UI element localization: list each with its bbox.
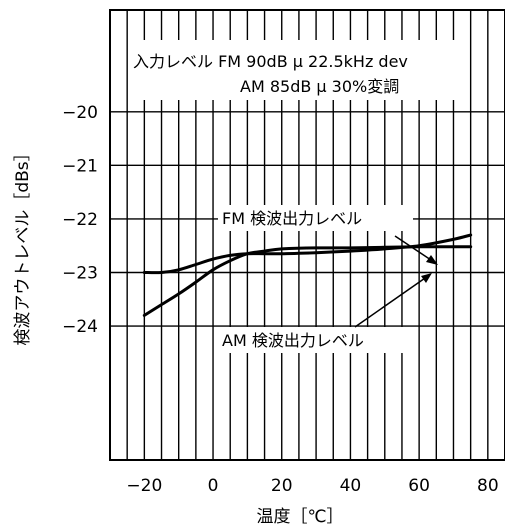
plot-frame [109,9,505,461]
y-axis-label: 検波アウトレベル［dBs］ [13,144,33,345]
am-leader-line [354,275,429,328]
x-tick-label: 0 [208,476,219,496]
series-group [142,233,473,317]
x-tick-label: 80 [477,476,499,496]
tick-labels: −20 −21 −22 −23 −24 −20 0 20 40 60 80 [62,103,499,496]
annotation-line-2: AM 85dB μ 30%変調 [240,77,399,96]
x-tick-label: 40 [340,476,362,496]
y-tick-label: −23 [62,264,98,284]
fm-leader-arrowhead [426,255,438,265]
fm-series-label: FM 検波出力レベル [222,209,362,228]
y-tick-label: −24 [62,317,98,337]
fm-leader-line [394,235,435,263]
fm-label-background [218,205,413,231]
y-tick-label: −21 [62,156,98,176]
fm-series-label-group: FM 検波出力レベル [218,205,438,265]
annotation-background [130,40,460,100]
am-series-line [142,245,473,317]
x-tick-label: 20 [271,476,293,496]
am-label-background [218,327,410,353]
y-tick-label: −22 [62,210,98,230]
annotation-line-1: 入力レベル FM 90dB μ 22.5kHz dev [133,52,408,71]
x-tick-label: −20 [126,476,162,496]
am-series-label-group: AM 検波出力レベル [218,273,432,353]
input-level-annotation: 入力レベル FM 90dB μ 22.5kHz dev AM 85dB μ 30… [130,40,460,100]
am-series-label: AM 検波出力レベル [222,331,364,350]
x-tick-label: 60 [408,476,430,496]
am-leader-arrowhead [421,273,432,283]
y-tick-label: −20 [62,103,98,123]
x-axis-label: 温度［℃］ [256,507,343,527]
